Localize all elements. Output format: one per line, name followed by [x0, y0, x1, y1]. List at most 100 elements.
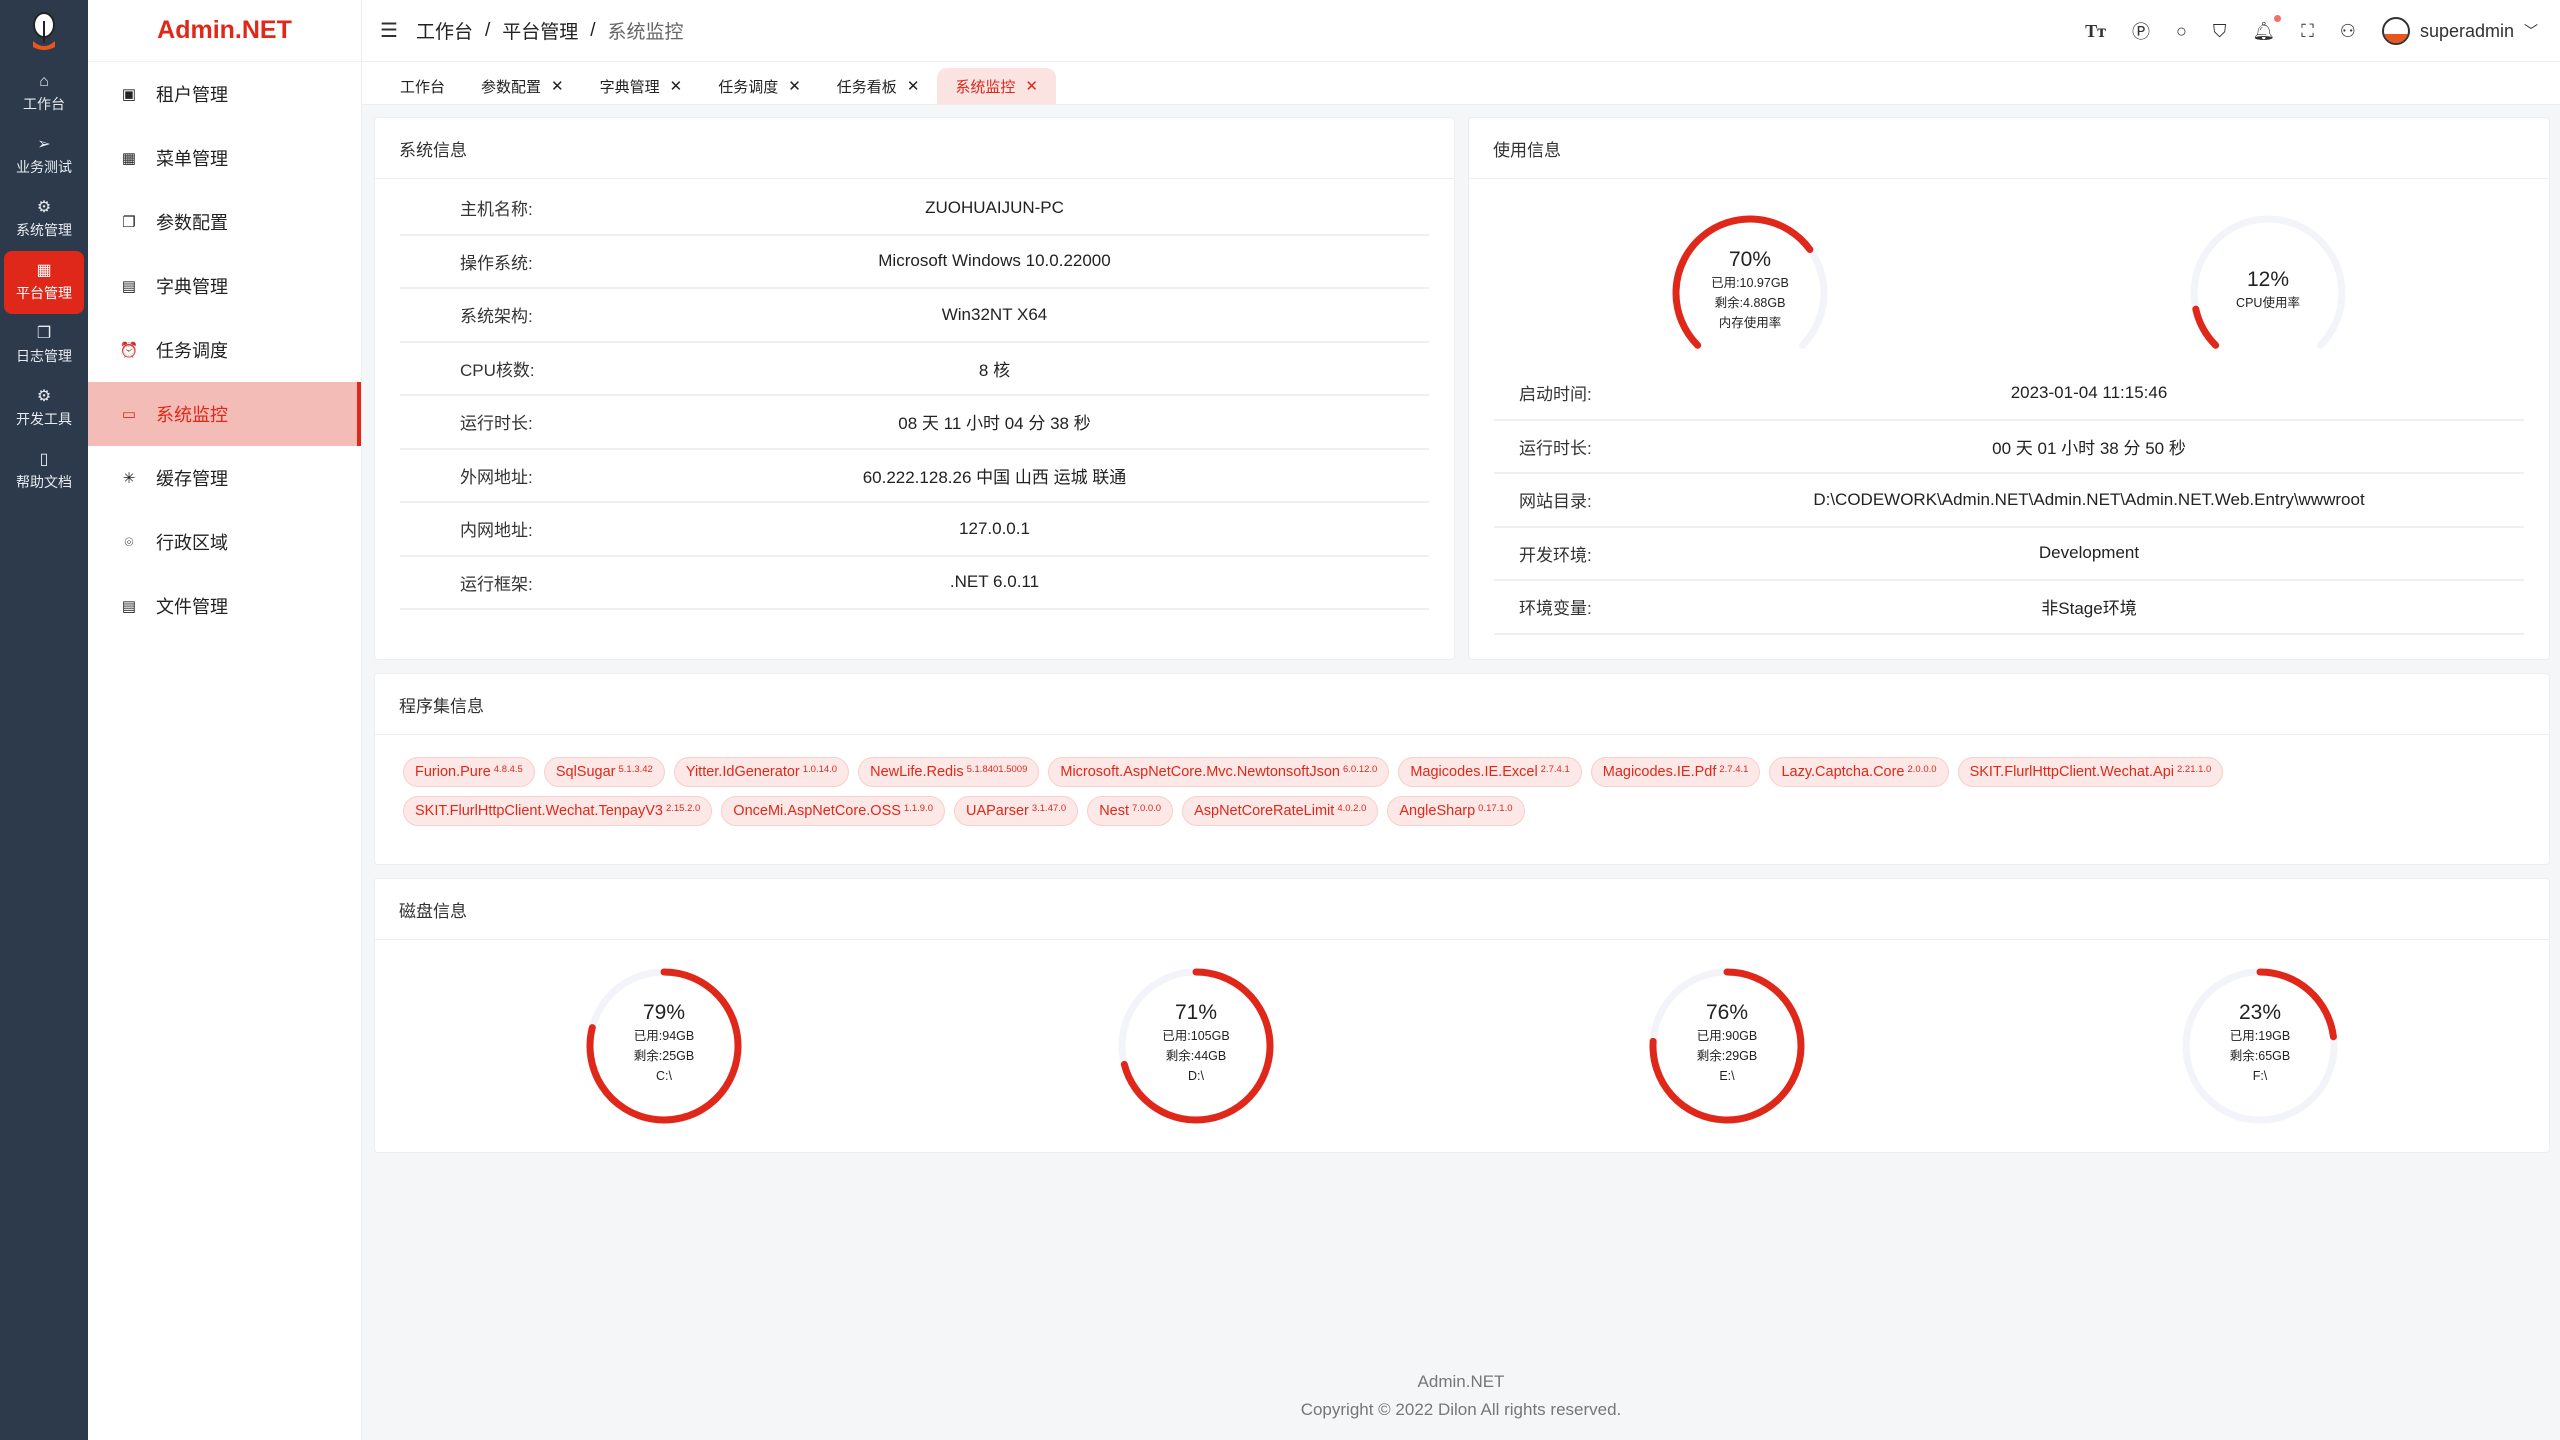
- assembly-info-card: 程序集信息 Furion.Pure 4.8.4.5 SqlSugar 5.1.3.42…: [374, 673, 2550, 865]
- menu-item[interactable]: ▤ 文件管理: [88, 574, 361, 638]
- disk-used: 已用:94GB: [633, 1029, 695, 1043]
- disk-percent: 71%: [1174, 1001, 1218, 1024]
- rail-item[interactable]: ➢ 业务测试: [4, 125, 84, 188]
- disk-gauge-svg: [586, 968, 742, 1124]
- info-value: 127.0.0.1: [959, 518, 1030, 538]
- menu-item-label: 系统监控: [156, 405, 228, 425]
- fullscreen-icon[interactable]: ⛶: [2301, 20, 2314, 41]
- user-icon[interactable]: ⚇: [2339, 20, 2356, 41]
- disk-gauge-progress: [2256, 968, 2337, 1041]
- assembly-name: Lazy.Captcha.Core: [1781, 764, 1905, 780]
- assembly-tag: NewLife.Redis 5.1.8401.5009: [858, 757, 1040, 787]
- user-dropdown[interactable]: superadmin ﹀: [2381, 17, 2538, 45]
- collapse-menu-icon[interactable]: ☰: [380, 20, 398, 42]
- rail-item-label: 系统管理: [16, 222, 72, 238]
- rail-item[interactable]: ⚙ 开发工具: [4, 377, 84, 440]
- assembly-version: 3.1.47.0: [1031, 802, 1067, 814]
- assembly-name: SKIT.FlurlHttpClient.Wechat.Api: [1969, 764, 2174, 780]
- rail-item[interactable]: ❐ 日志管理: [4, 314, 84, 377]
- menu-item[interactable]: ❐ 参数配置: [88, 190, 361, 254]
- disk-info-card: 磁盘信息 79% 已用:94GB 剩余:25GB C:\ 71% 已用:105GB 剩余:4…: [374, 878, 2550, 1153]
- memory-used: 已用:10.97GB: [1711, 276, 1789, 290]
- tab[interactable]: 字典管理 ✕: [582, 68, 701, 104]
- assembly-tag: Magicodes.IE.Excel 2.7.4.1: [1398, 757, 1582, 787]
- menu-item-label: 行政区域: [156, 533, 228, 553]
- tab[interactable]: 任务调度 ✕: [700, 68, 819, 104]
- assembly-version: 4.8.4.5: [493, 763, 523, 775]
- username: superadmin: [2419, 20, 2514, 41]
- cpu-gauge-progress: [2192, 305, 2220, 349]
- menu-item[interactable]: ▭ 系统监控: [88, 382, 361, 446]
- close-icon[interactable]: ✕: [906, 78, 920, 95]
- tab[interactable]: 工作台: [382, 68, 463, 104]
- menu-item[interactable]: ▤ 字典管理: [88, 254, 361, 318]
- assembly-version: 2.7.4.1: [1719, 763, 1749, 775]
- assembly-name: SqlSugar: [555, 764, 616, 780]
- disk-free: 剩余:29GB: [1696, 1049, 1758, 1063]
- assembly-version: 2.15.2.0: [665, 802, 701, 814]
- assembly-tag: OnceMi.AspNetCore.OSS 1.1.9.0: [721, 796, 945, 826]
- info-value: .NET 6.0.11: [949, 572, 1040, 592]
- info-row: 主机名称: ZUOHUAIJUN-PC: [400, 182, 1429, 236]
- rail-item[interactable]: ▦ 平台管理: [4, 251, 84, 314]
- rail-item-label: 开发工具: [16, 411, 72, 427]
- bell-icon[interactable]: 🔔︎: [2252, 14, 2282, 42]
- close-icon[interactable]: ✕: [788, 78, 801, 95]
- assembly-tag: SqlSugar 5.1.3.42: [543, 757, 665, 787]
- menu-item[interactable]: ▣ 租户管理: [88, 62, 361, 126]
- breadcrumb: 工作台 / 平台管理 / 系统监控: [416, 17, 684, 44]
- logo: [0, 0, 88, 62]
- close-icon[interactable]: ✕: [1025, 78, 1038, 95]
- disk-gauge-progress: [1649, 968, 1805, 1124]
- copy-icon: ❐: [36, 325, 52, 342]
- cpu-gauge-svg: [2190, 215, 2346, 349]
- breadcrumb-separator: /: [484, 19, 491, 41]
- rail-item[interactable]: ⌂ 工作台: [4, 62, 84, 125]
- menu-item[interactable]: ✳ 缓存管理: [88, 446, 361, 510]
- info-row: 环境变量: 非Stage环境: [1494, 581, 2524, 635]
- breadcrumb-separator: /: [590, 19, 596, 41]
- cpu-gauge: 12% CPU使用率: [2178, 203, 2358, 383]
- disk-gauge: 76% 已用:90GB 剩余:29GB E:\: [1637, 956, 1817, 1136]
- disk-gauge-progress: [1120, 968, 1274, 1124]
- info-value: 00 天 01 小时 38 分 50 秒: [1992, 438, 2186, 458]
- tab[interactable]: 系统监控 ✕: [937, 68, 1056, 104]
- disk-percent: 23%: [2238, 1001, 2282, 1024]
- rail-item[interactable]: ⚙ 系统管理: [4, 188, 84, 251]
- font-size-icon[interactable]: Tт: [2085, 20, 2106, 41]
- chevron-down-icon: ﹀: [2524, 23, 2538, 39]
- close-icon[interactable]: ✕: [669, 78, 683, 95]
- assembly-tag: Nest 7.0.0.0: [1087, 796, 1174, 826]
- language-icon[interactable]: Ⓟ: [2131, 22, 2150, 42]
- assembly-tag: Lazy.Captcha.Core 2.0.0.0: [1769, 757, 1949, 787]
- avatar: [2381, 17, 2410, 45]
- menu-item-label: 文件管理: [156, 597, 228, 617]
- assembly-tag: SKIT.FlurlHttpClient.Wechat.Api 2.21.1.0: [1957, 757, 2224, 787]
- info-label: 操作系统:: [460, 253, 533, 273]
- breadcrumb-item[interactable]: 工作台: [415, 22, 473, 43]
- assembly-version: 1.1.9.0: [903, 802, 933, 814]
- info-label: 内网地址:: [460, 521, 533, 541]
- rail-item[interactable]: ▯ 帮助文档: [4, 440, 84, 503]
- info-value: 60.222.128.26 中国 山西 运城 联通: [862, 467, 1127, 487]
- assembly-tag: AngleSharp 0.17.1.0: [1387, 796, 1525, 826]
- close-icon[interactable]: ✕: [551, 78, 564, 95]
- menu-item[interactable]: ⌾ 行政区域: [88, 510, 361, 574]
- disk-gauge-svg: [1649, 968, 1805, 1124]
- breadcrumb-item[interactable]: 平台管理: [502, 22, 579, 43]
- info-label: 运行时长:: [1519, 438, 1592, 458]
- menu-item[interactable]: ⏰ 任务调度: [88, 318, 361, 382]
- location-icon: ⌾: [124, 533, 134, 551]
- tab[interactable]: 参数配置 ✕: [463, 68, 582, 104]
- tab-label: 参数配置: [481, 78, 542, 96]
- search-icon[interactable]: ○: [2175, 20, 2187, 41]
- info-value: Microsoft Windows 10.0.22000: [878, 251, 1111, 271]
- tab-label: 任务调度: [718, 78, 779, 96]
- tab-label: 任务看板: [836, 78, 897, 96]
- menu-item-label: 参数配置: [156, 213, 228, 233]
- theme-shirt-icon[interactable]: ⛉: [2212, 20, 2227, 41]
- menu-item[interactable]: ▦ 菜单管理: [88, 126, 361, 190]
- disk-name: E:\: [1719, 1069, 1735, 1083]
- tab[interactable]: 任务看板 ✕: [819, 68, 938, 104]
- disk-name: D:\: [1188, 1069, 1204, 1083]
